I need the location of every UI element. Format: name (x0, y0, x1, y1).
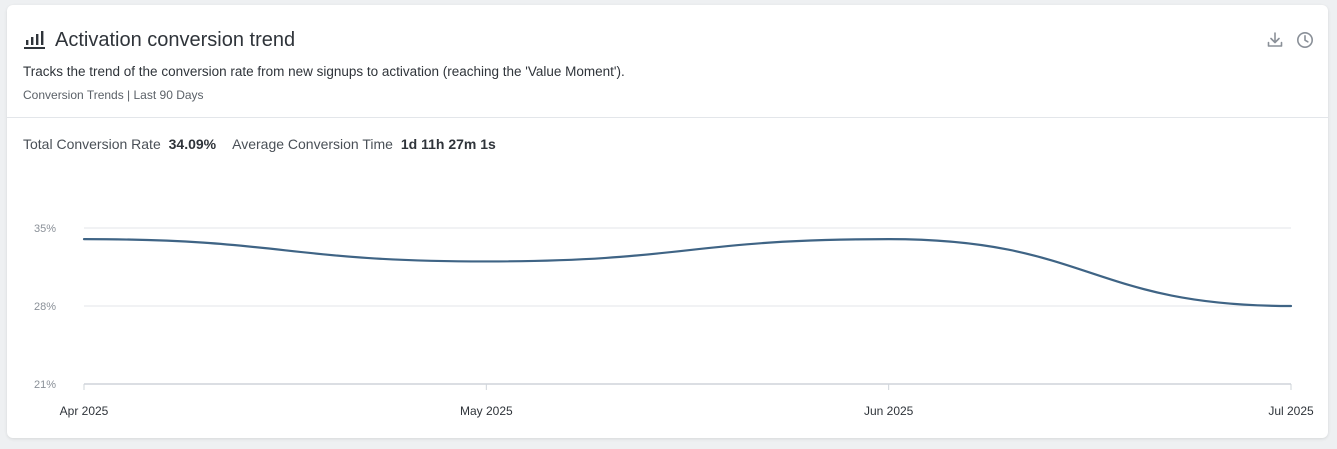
total-conversion-stat: Total Conversion Rate 34.09% (23, 136, 216, 152)
card-actions (1266, 31, 1314, 49)
avg-conversion-time-label: Average Conversion Time (232, 136, 393, 152)
download-icon[interactable] (1266, 31, 1284, 49)
card-description: Tracks the trend of the conversion rate … (23, 64, 625, 79)
y-tick-label: 35% (34, 223, 56, 235)
x-tick-label: Jul 2025 (1268, 404, 1314, 418)
y-tick-label: 21% (34, 379, 56, 391)
avg-conversion-time-stat: Average Conversion Time 1d 11h 27m 1s (232, 136, 496, 152)
bar-chart-icon (24, 31, 45, 49)
card-subtitle: Conversion Trends | Last 90 Days (23, 88, 204, 102)
total-conversion-value: 34.09% (168, 136, 217, 152)
x-tick-label: May 2025 (460, 404, 513, 418)
x-tick-label: Apr 2025 (60, 404, 109, 418)
stats-row: Total Conversion Rate 34.09% Average Con… (23, 136, 496, 152)
avg-conversion-time-value: 1d 11h 27m 1s (400, 136, 496, 152)
card-title: Activation conversion trend (55, 29, 296, 51)
card-header: Activation conversion trend Tracks the t… (7, 5, 1328, 118)
conversion-trend-card: Activation conversion trend Tracks the t… (7, 5, 1328, 438)
series-line (82, 238, 1293, 308)
x-tick-label: Jun 2025 (864, 404, 914, 418)
title-row: Activation conversion trend (24, 26, 295, 54)
y-tick-label: 28% (34, 301, 56, 313)
clock-icon[interactable] (1296, 31, 1314, 49)
line-chart: 35% 28% 21% Apr 2025 May 2025 Jun 2025 Jul 202… (34, 223, 1314, 418)
total-conversion-label: Total Conversion Rate (23, 136, 161, 152)
